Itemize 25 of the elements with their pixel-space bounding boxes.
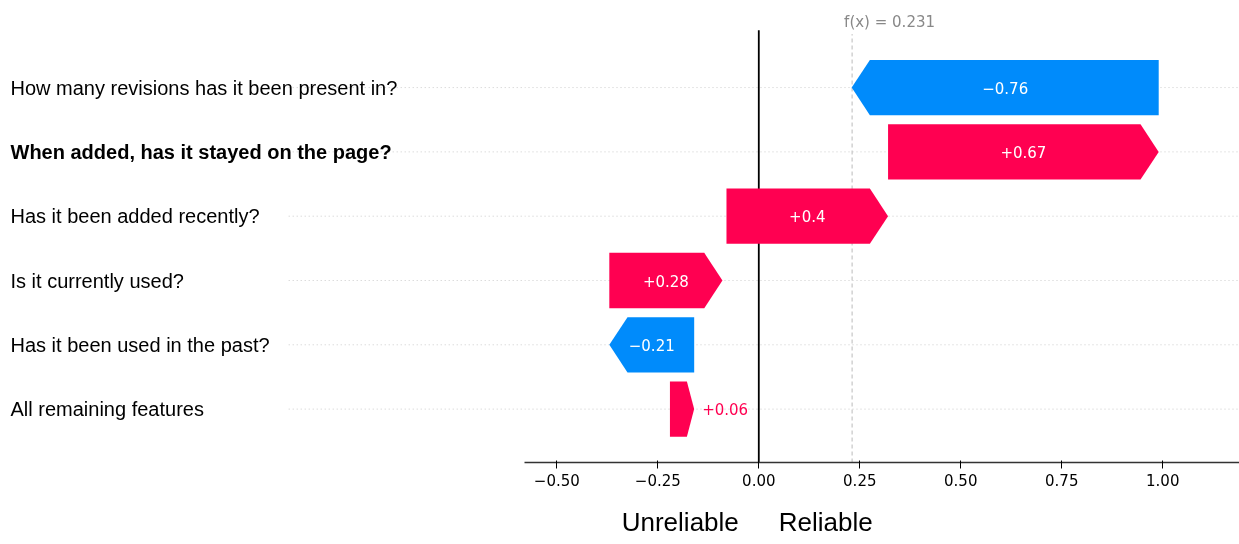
ref-line-label: f(x) = 0.231: [844, 13, 936, 32]
y-tick-label: Is it currently used?: [10, 269, 184, 292]
data-label: +0.67: [1000, 143, 1047, 162]
x-tick-label: −0.50: [533, 471, 580, 490]
text: Unreliable: [621, 507, 739, 537]
x-tick-label: 0.25: [843, 471, 877, 490]
y-tick-label: Has it been used in the past?: [10, 333, 270, 356]
x-tick-label: 0.00: [742, 471, 776, 490]
data-label: −0.21: [628, 336, 675, 355]
y-tick-label: All remaining features: [10, 398, 204, 421]
bar: [851, 59, 1159, 116]
x-tick-label: −0.25: [634, 471, 681, 490]
data-label: −0.76: [982, 79, 1029, 98]
x-tick-label: 0.50: [944, 471, 978, 490]
data-label: +0.28: [642, 272, 689, 291]
y-tick-label: How many revisions has it been present in?: [10, 76, 398, 99]
data-label: +0.4: [789, 208, 826, 227]
y-tick-label: When added, has it stayed on the page?: [10, 140, 392, 163]
bar: [888, 124, 1159, 180]
y-tick-label: Has it been added recently?: [10, 205, 260, 228]
text: Reliable: [778, 507, 873, 537]
data-label: +0.06: [702, 401, 749, 420]
x-tick-label: 0.75: [1045, 471, 1079, 490]
x-tick-label: 1.00: [1146, 471, 1180, 490]
bar: [726, 188, 889, 244]
